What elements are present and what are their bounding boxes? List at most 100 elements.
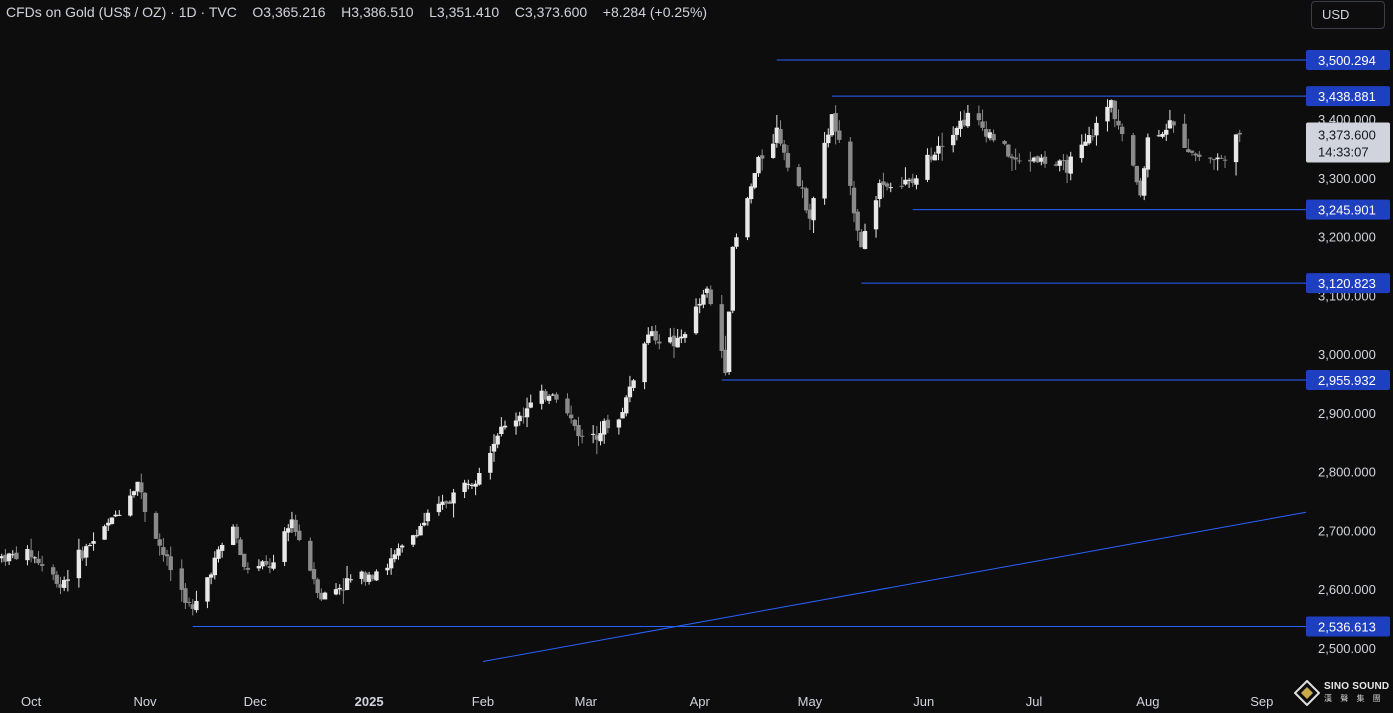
y-axis: 2,500.000 2,600.000 2,700.000 2,800.000 2,90… [1318, 112, 1376, 656]
candle [102, 524, 107, 540]
candle-body [25, 549, 30, 561]
candle-body [1237, 132, 1242, 135]
x-tick-label: Feb [472, 694, 494, 709]
candle-body [264, 561, 269, 565]
candle-body [829, 114, 835, 136]
candle-body [627, 386, 633, 398]
candle [568, 405, 574, 424]
candle [245, 562, 251, 574]
candle [1130, 132, 1136, 167]
candle [950, 126, 956, 153]
candle [436, 496, 442, 516]
candle [1064, 154, 1070, 184]
candle-body [1002, 141, 1007, 144]
candle-body [1156, 135, 1162, 137]
candle [1031, 156, 1037, 163]
x-tick-label: Aug [1136, 694, 1159, 709]
currency-button[interactable]: USD [1311, 1, 1385, 29]
candle [800, 180, 805, 199]
candle-body [723, 349, 728, 374]
candle [693, 298, 699, 335]
candle-body [528, 402, 533, 408]
candle-body [752, 173, 758, 188]
candle [488, 446, 493, 480]
candle [1057, 159, 1062, 172]
candle [734, 233, 739, 249]
candle-body [293, 519, 298, 533]
candle [822, 132, 827, 205]
low-value: 3,351.410 [436, 4, 500, 20]
candle-body [153, 513, 159, 539]
level-price-label-bg [1306, 199, 1390, 220]
candle [719, 294, 724, 359]
candle [873, 195, 879, 238]
candle [1112, 99, 1118, 128]
candle-body [1138, 180, 1143, 196]
candle [109, 517, 115, 525]
candle-body [1079, 144, 1084, 159]
candle [87, 542, 93, 547]
candle [653, 325, 658, 345]
candle [230, 524, 236, 546]
candle-body [444, 501, 449, 504]
level-price-label-bg [1306, 273, 1390, 294]
candle [1042, 151, 1048, 168]
candle [987, 129, 993, 141]
candle-body [58, 584, 63, 588]
candle-body [3, 554, 8, 562]
candle-body [914, 178, 919, 185]
candle-body [785, 153, 791, 168]
candle-body [142, 492, 148, 512]
symbol-name[interactable]: CFDs on Gold (US$ / OZ) [6, 4, 167, 20]
candle-body [308, 540, 313, 571]
candle-body [697, 303, 702, 306]
candle-body [701, 294, 706, 305]
candle-body [36, 558, 41, 564]
candle-body [884, 183, 890, 187]
x-tick-label: Sep [1250, 694, 1273, 709]
candle [161, 537, 166, 562]
candle [539, 384, 544, 410]
candle [1237, 129, 1242, 143]
candle-body [186, 601, 192, 603]
candle [594, 425, 600, 455]
candle-body [822, 142, 827, 199]
candle-body [462, 482, 467, 493]
candle-body [241, 553, 247, 567]
candle [1002, 140, 1007, 146]
candle [697, 298, 702, 314]
candle-body [282, 531, 287, 562]
interval-label[interactable]: 1D [178, 4, 197, 20]
candle-body [1031, 157, 1037, 162]
candle [469, 482, 475, 489]
candle [282, 527, 287, 567]
high-value: 3,386.510 [351, 4, 414, 20]
candle [572, 418, 578, 431]
candle-body [157, 539, 162, 546]
candle [752, 172, 758, 190]
price-labels-layer: 3,500.294 3,438.881 3,245.901 3,120.823 2,95… [1306, 50, 1390, 637]
x-tick-label: Mar [575, 694, 598, 709]
candle [444, 500, 449, 509]
candle [833, 105, 838, 145]
candle [106, 518, 111, 531]
candle [297, 524, 302, 542]
candle-body [61, 579, 67, 588]
candle [410, 534, 416, 548]
candle [28, 538, 34, 563]
candle [565, 393, 570, 416]
level-price-label: 3,438.881 [1318, 89, 1376, 104]
candle [425, 509, 431, 526]
candle [543, 389, 548, 402]
candle [142, 492, 148, 522]
candle-body [682, 334, 688, 338]
candle-body [1108, 100, 1114, 108]
candle [139, 473, 144, 500]
candle [708, 285, 713, 306]
candle [1013, 148, 1018, 170]
candle [726, 311, 732, 375]
candle [928, 147, 934, 163]
trendline[interactable] [482, 511, 1307, 663]
candle-body [1182, 123, 1187, 149]
